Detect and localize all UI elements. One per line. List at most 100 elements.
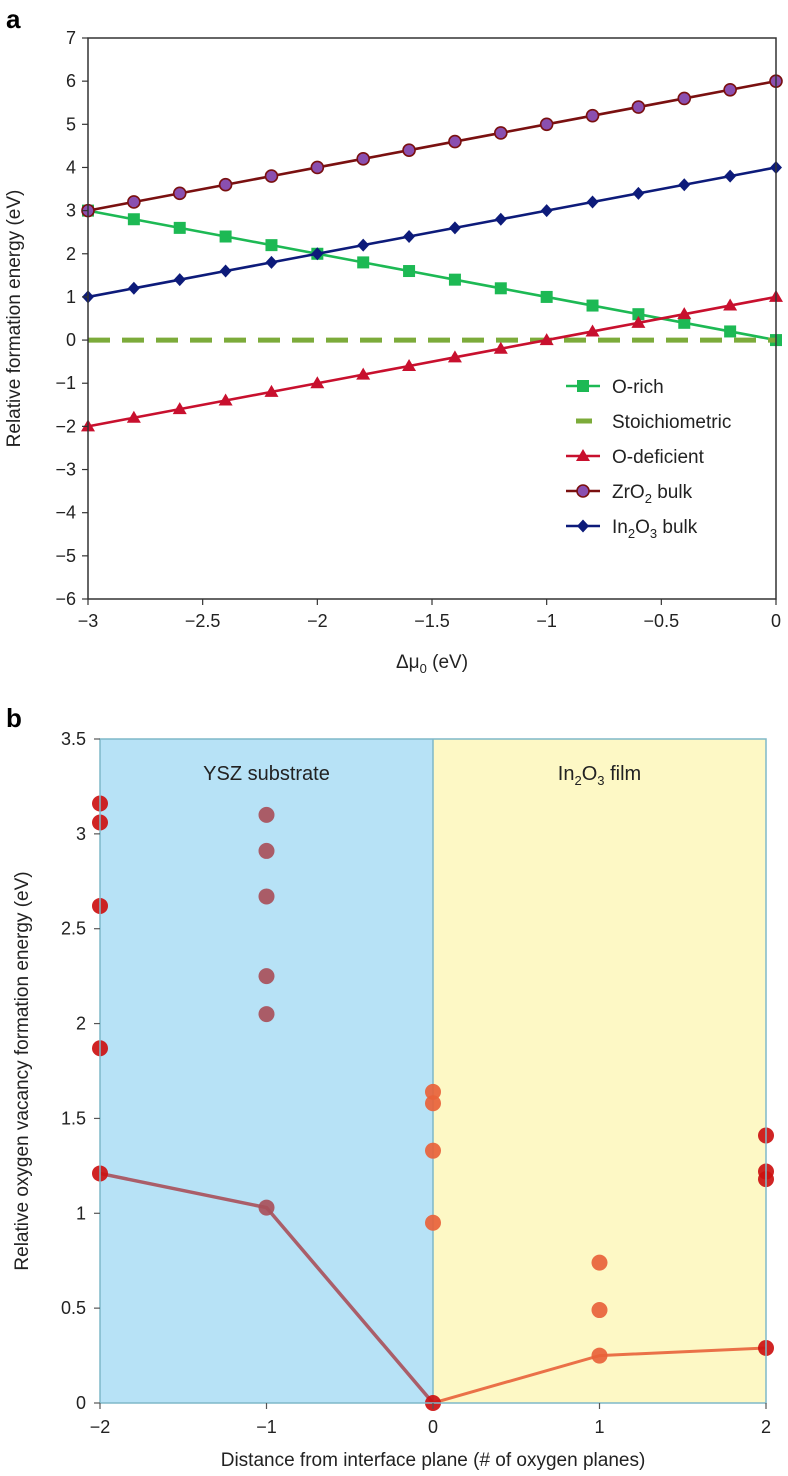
legend-swatch-2 xyxy=(576,449,590,461)
panel-b-y-tick-label: 0 xyxy=(76,1393,86,1413)
series-4-point xyxy=(540,204,553,218)
series-3-point xyxy=(310,160,325,175)
panel-b-y-tick-label: 0.5 xyxy=(61,1298,86,1318)
series-4-point xyxy=(265,255,278,269)
series-2-point xyxy=(218,393,233,406)
data-point xyxy=(591,1347,608,1364)
panel-b-x-tick-label: −1 xyxy=(256,1417,277,1437)
series-0-point xyxy=(724,325,737,338)
series-0-point xyxy=(540,290,553,303)
series-2-point xyxy=(723,298,738,311)
data-point xyxy=(258,842,275,859)
panel-a-y-tick-label: 7 xyxy=(66,28,76,48)
series-3-point xyxy=(493,126,508,140)
data-point xyxy=(258,1006,275,1023)
region-label-1: In2O3 film xyxy=(558,763,641,788)
legend-label-2: O-deficient xyxy=(612,447,705,468)
legend-swatch-0 xyxy=(577,380,589,392)
data-point xyxy=(258,1199,275,1216)
series-0-point xyxy=(632,308,645,321)
panel-a-y-tick-label: −5 xyxy=(55,546,76,566)
series-2-point xyxy=(356,367,371,380)
data-point xyxy=(425,1142,441,1159)
series-line-2 xyxy=(87,295,777,428)
series-4-point xyxy=(724,169,737,183)
series-2-point xyxy=(264,384,279,397)
legend-label-3: ZrO2 bulk xyxy=(612,482,693,506)
panel-b-label: b xyxy=(6,703,22,733)
legend-label-4: In2O3 bulk xyxy=(612,517,698,541)
panel-a-x-tick-label: −1.5 xyxy=(414,611,450,631)
series-0-point xyxy=(173,221,186,234)
series-3-point xyxy=(677,91,692,106)
series-4-point xyxy=(678,178,691,192)
data-point xyxy=(258,968,275,985)
series-2-point xyxy=(585,324,600,337)
series-2-point xyxy=(126,410,141,423)
series-4-point xyxy=(448,221,461,235)
panel-b-x-tick-label: 2 xyxy=(761,1417,771,1437)
series-2-point xyxy=(447,350,462,363)
legend-label-0: O-rich xyxy=(612,377,664,398)
region-1 xyxy=(433,739,766,1403)
series-4-point xyxy=(586,195,599,209)
data-point xyxy=(591,1302,608,1319)
series-3-point xyxy=(218,177,233,192)
series-4 xyxy=(82,160,782,304)
series-4-point xyxy=(219,264,232,278)
series-4-point xyxy=(173,273,186,287)
series-2-point xyxy=(493,341,508,354)
panel-a-y-tick-label: 2 xyxy=(66,244,76,264)
panel-a-y-tick-label: −4 xyxy=(55,503,76,523)
panel-a-y-tick-label: 0 xyxy=(66,330,76,350)
series-2-point xyxy=(539,333,554,346)
panel-a-plot-frame xyxy=(87,37,777,600)
series-0-point xyxy=(357,256,370,269)
panel-a-x-tick-label: −0.5 xyxy=(644,611,680,631)
panel-a-x-axis-label: Δμ0 (eV) xyxy=(396,652,468,676)
series-0-point xyxy=(494,282,507,295)
series-0-point xyxy=(448,273,461,286)
series-2-point xyxy=(402,358,417,371)
region-0 xyxy=(100,739,433,1403)
series-line-3 xyxy=(87,79,777,212)
panel-a-x-tick-label: −2 xyxy=(307,611,328,631)
legend-swatch-3 xyxy=(576,484,590,498)
panel-b-y-axis-label: Relative oxygen vacancy formation energy… xyxy=(12,871,33,1270)
data-point xyxy=(258,888,275,905)
panel-b-x-tick-label: 1 xyxy=(594,1417,604,1437)
series-2-point xyxy=(631,315,646,328)
series-4-point xyxy=(403,230,416,244)
panel-a-x-tick-label: 0 xyxy=(771,611,781,631)
panel-b-y-tick-label: 3.5 xyxy=(61,729,86,749)
panel-a-legend: O-rich Stoichiometric O-deficient ZrO2 bulk… xyxy=(566,377,731,541)
panel-a-y-tick-label: −3 xyxy=(55,460,76,480)
series-4-point xyxy=(632,186,645,200)
panel-b: b YSZ substrate In2O3 film −2 −1 0 1 2 0 0.5 1 1… xyxy=(6,703,774,1471)
data-point xyxy=(425,1214,441,1231)
panel-b-x-axis-label: Distance from interface plane (# of oxyg… xyxy=(221,1450,646,1471)
series-4-point xyxy=(357,238,370,252)
legend-label-1: Stoichiometric xyxy=(612,412,731,433)
series-2-point xyxy=(677,307,692,320)
panel-a-x-tick-label: −3 xyxy=(78,611,99,631)
panel-a-y-tick-label: −1 xyxy=(55,373,76,393)
panel-a-y-tick-label: 3 xyxy=(66,201,76,221)
region-label-0: YSZ substrate xyxy=(203,763,330,785)
series-line-0 xyxy=(87,209,777,342)
panel-a-y-tick-label: 1 xyxy=(66,287,76,307)
series-0-point xyxy=(403,265,416,278)
series-4-point xyxy=(494,212,507,226)
series-3-point xyxy=(356,152,371,166)
series-2-point xyxy=(310,376,325,389)
series-3-point xyxy=(723,82,737,97)
series-3-point xyxy=(585,108,600,123)
panel-a-y-tick-label: 4 xyxy=(66,157,76,177)
series-2 xyxy=(81,289,783,432)
series-line-4 xyxy=(87,166,777,299)
series-0-point xyxy=(586,299,599,312)
panel-a-y-tick-label: 5 xyxy=(66,114,76,134)
panel-a-y-tick-label: −6 xyxy=(55,589,76,609)
panel-b-x-tick-label: 0 xyxy=(428,1417,438,1437)
